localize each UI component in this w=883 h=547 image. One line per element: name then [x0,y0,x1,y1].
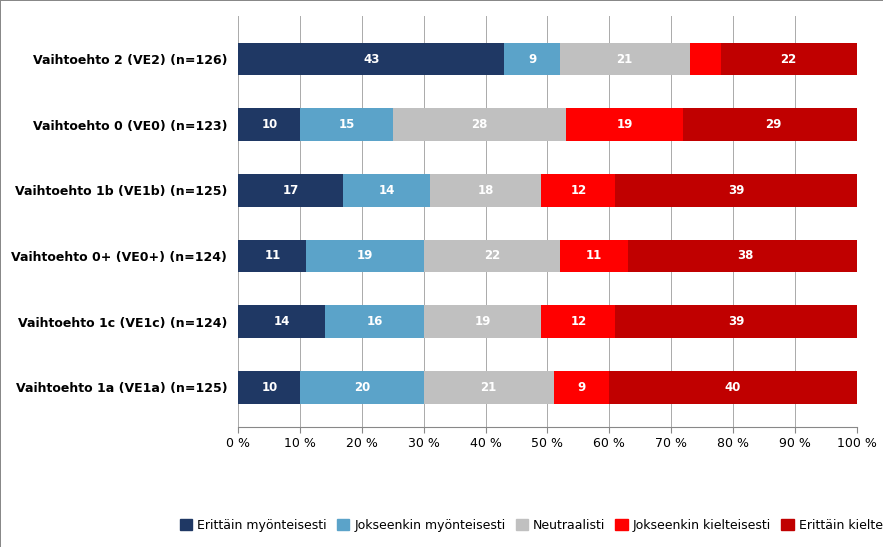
Bar [683,108,863,141]
Bar [690,43,721,75]
Bar [424,305,541,338]
Text: 22: 22 [484,249,500,263]
Text: 29: 29 [765,118,781,131]
Bar [615,305,857,338]
Bar [541,305,615,338]
Bar [424,240,560,272]
Bar [306,240,424,272]
Text: 40: 40 [725,381,741,394]
Text: 38: 38 [737,249,753,263]
Bar [238,174,343,207]
Bar [393,108,566,141]
Text: 20: 20 [354,381,370,394]
Bar [609,371,857,404]
Text: 12: 12 [570,184,586,197]
Bar [238,240,306,272]
Text: 10: 10 [261,381,277,394]
Bar [238,305,325,338]
Bar [238,43,504,75]
Text: 43: 43 [363,53,380,66]
Bar [628,240,863,272]
Text: 14: 14 [274,315,290,328]
Text: 21: 21 [480,381,497,394]
Text: 39: 39 [728,315,744,328]
Text: 16: 16 [366,315,382,328]
Bar [541,174,615,207]
Bar [430,174,541,207]
Bar [238,371,300,404]
Text: 19: 19 [357,249,374,263]
Text: 9: 9 [528,53,536,66]
Text: 19: 19 [474,315,491,328]
Text: 18: 18 [478,184,494,197]
Bar [560,240,628,272]
Bar [560,43,690,75]
Text: 14: 14 [379,184,395,197]
Bar [300,371,424,404]
Text: 22: 22 [781,53,796,66]
Bar [615,174,857,207]
Text: 15: 15 [338,118,355,131]
Text: 39: 39 [728,184,744,197]
Bar [721,43,857,75]
Text: 12: 12 [570,315,586,328]
Bar [300,108,393,141]
Bar [424,371,554,404]
Text: 21: 21 [616,53,633,66]
Text: 9: 9 [577,381,585,394]
Bar [238,108,300,141]
Text: 11: 11 [585,249,602,263]
Bar [343,174,430,207]
Bar [566,108,683,141]
Text: 17: 17 [283,184,299,197]
Text: 28: 28 [472,118,487,131]
Text: 10: 10 [261,118,277,131]
Text: 19: 19 [616,118,633,131]
Bar [554,371,609,404]
Text: 11: 11 [264,249,281,263]
Legend: Erittäin myönteisesti, Jokseenkin myönteisesti, Neutraalisti, Jokseenkin kieltei: Erittäin myönteisesti, Jokseenkin myönte… [176,515,883,536]
Bar [325,305,424,338]
Bar [504,43,560,75]
